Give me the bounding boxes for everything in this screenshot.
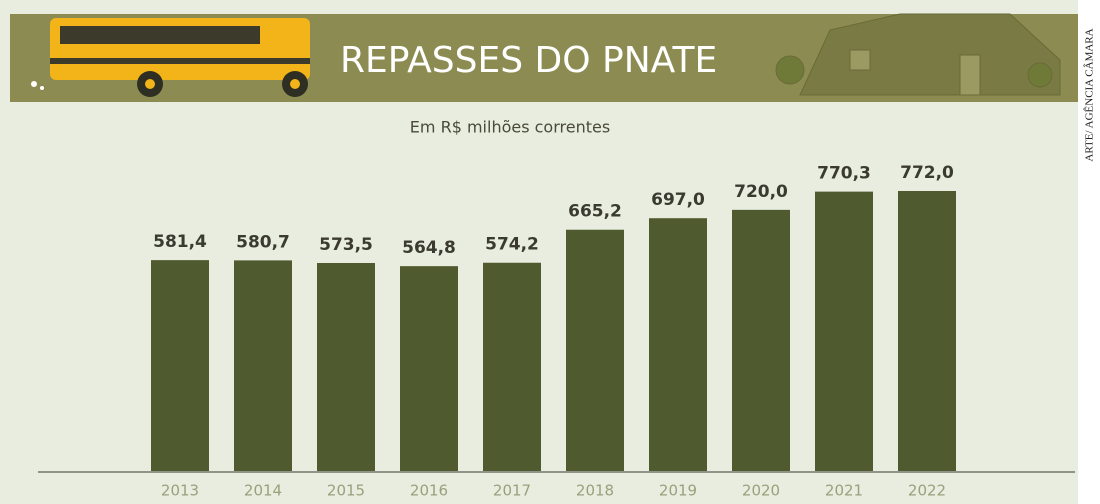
bus-illustration (31, 18, 310, 97)
chart-subtitle: Em R$ milhões correntes (410, 118, 610, 137)
value-label: 574,2 (485, 235, 539, 255)
value-label: 573,5 (319, 235, 373, 255)
bar (400, 266, 458, 471)
bar (732, 209, 790, 471)
bar (151, 260, 209, 471)
bar (566, 229, 624, 471)
x-tick-label: 2015 (327, 482, 365, 500)
x-tick-label: 2019 (659, 482, 697, 500)
chart-title: REPASSES DO PNATE (340, 40, 717, 81)
bar (815, 191, 873, 471)
house-illustration (775, 13, 1061, 96)
x-tick-label: 2016 (410, 482, 448, 500)
x-tick-label: 2013 (161, 482, 199, 500)
value-label: 580,7 (236, 232, 290, 252)
bar (483, 262, 541, 471)
x-tick-label: 2022 (908, 482, 946, 500)
bar (898, 191, 956, 471)
value-label: 720,0 (734, 182, 788, 202)
value-label: 697,0 (651, 190, 705, 210)
credit: ARTE/ AGÊNCIA CÂMARA (1084, 28, 1096, 161)
x-tick-label: 2017 (493, 482, 531, 500)
x-tick-label: 2014 (244, 482, 282, 500)
x-tick-label: 2018 (576, 482, 614, 500)
bar (649, 218, 707, 471)
x-tick-label: 2020 (742, 482, 780, 500)
value-label: 581,4 (153, 232, 207, 252)
x-tick-label: 2021 (825, 482, 863, 500)
value-label: 772,0 (900, 163, 954, 183)
value-label: 770,3 (817, 164, 871, 184)
value-label: 665,2 (568, 202, 622, 222)
value-label: 564,8 (402, 238, 456, 258)
bar (234, 260, 292, 471)
bar (317, 262, 375, 471)
